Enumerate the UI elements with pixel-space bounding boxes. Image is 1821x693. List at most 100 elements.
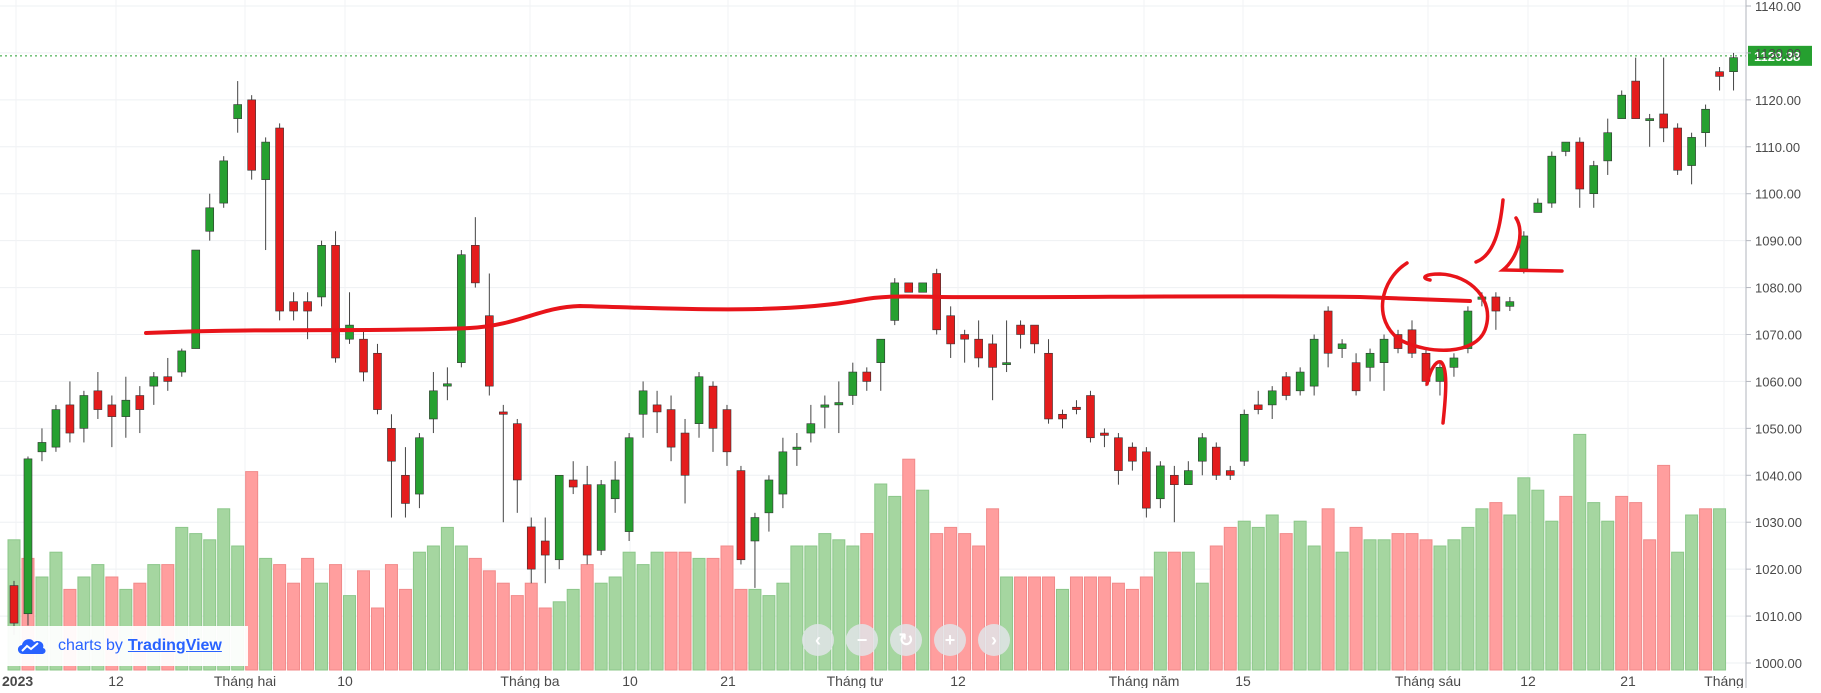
candle-body	[1687, 137, 1696, 166]
candle-body	[708, 385, 718, 429]
volume-bar	[1587, 502, 1601, 671]
volume-bar	[1139, 576, 1153, 671]
candle-body	[233, 104, 242, 119]
attribution-prefix: charts by	[58, 637, 123, 654]
candle-body	[1729, 57, 1738, 73]
candle-body	[1281, 376, 1291, 396]
volume-bar	[734, 588, 748, 671]
volume-bar	[594, 582, 608, 671]
candle-body	[540, 540, 550, 556]
volume-bar	[1181, 551, 1195, 671]
volume-bar	[1167, 551, 1181, 671]
volume-bar	[1265, 514, 1279, 671]
candle-body	[93, 390, 103, 410]
volume-bar	[496, 582, 510, 671]
candle-body	[415, 437, 424, 495]
candle-body	[191, 249, 201, 349]
candle-body	[722, 409, 732, 453]
candle-body	[37, 442, 47, 453]
candle-body	[317, 245, 326, 298]
price-tick-label: 1030.00	[1755, 515, 1802, 530]
tradingview-attribution[interactable]: charts by TradingView	[0, 626, 248, 666]
volume-bar	[273, 564, 287, 671]
volume-bar	[1629, 502, 1643, 671]
volume-bar	[287, 582, 301, 671]
volume-bar	[301, 557, 315, 671]
time-tick-label: 12	[108, 673, 124, 688]
volume-bar	[1125, 588, 1139, 671]
reset-button[interactable]: ↻	[890, 624, 922, 656]
price-tick-label: 1070.00	[1755, 328, 1802, 343]
volume-bar	[790, 545, 804, 671]
volume-bar	[1293, 520, 1307, 671]
candle-body	[680, 432, 690, 476]
volume-bar	[440, 526, 454, 671]
volume-bar	[510, 595, 524, 671]
candle-body	[764, 479, 774, 514]
candle-body	[1407, 329, 1417, 354]
volume-bar	[1559, 495, 1573, 671]
volume-bar	[1349, 526, 1363, 671]
volume-bar	[370, 607, 384, 671]
volume-bar	[1363, 539, 1377, 671]
candle-body	[848, 371, 858, 396]
price-tick-label: 1080.00	[1755, 281, 1802, 296]
time-tick-label: Tháng	[1704, 673, 1744, 688]
candle-body	[149, 376, 159, 387]
candle-body	[275, 127, 284, 312]
candle-body	[1086, 395, 1095, 439]
arrow-drawing	[1425, 360, 1448, 425]
price-tick-label: 1090.00	[1755, 234, 1802, 249]
candle-body	[750, 517, 760, 542]
volume-bar	[762, 595, 776, 671]
volume-bar	[748, 588, 762, 671]
zoom-out-button[interactable]: −	[846, 624, 878, 656]
zoom-in-button[interactable]: +	[934, 624, 966, 656]
candle-body	[1589, 165, 1599, 195]
scroll-right-button[interactable]: ›	[978, 624, 1010, 656]
volume-bar	[426, 545, 440, 671]
candle-body	[1575, 141, 1585, 190]
candle-body	[177, 350, 187, 373]
drawn-annotations	[144, 198, 1564, 425]
candle-body	[1715, 71, 1724, 77]
circle-drawing	[1380, 261, 1490, 352]
volume-bar	[343, 595, 357, 671]
cloud-logo-icon	[17, 639, 46, 654]
volume-bar	[398, 588, 412, 671]
candle-body	[624, 437, 634, 532]
candle-body	[1184, 470, 1193, 485]
candle-body	[932, 273, 941, 331]
candle-body	[1072, 406, 1081, 410]
candle-body	[23, 458, 33, 615]
price-tick-label: 1010.00	[1755, 609, 1802, 624]
tradingview-link[interactable]: TradingView	[127, 637, 222, 654]
volume-bar	[1713, 508, 1727, 671]
time-tick-label: Tháng sáu	[1395, 673, 1461, 688]
chevron-right-icon: ›	[991, 630, 997, 650]
candles	[9, 52, 1738, 635]
candle-body	[1156, 465, 1165, 500]
volume-bar	[1042, 576, 1056, 671]
volume-bar	[1307, 545, 1321, 671]
candle-body	[1379, 338, 1389, 363]
candle-body	[778, 451, 788, 495]
volume-bar	[454, 545, 468, 671]
candle-body	[1505, 301, 1515, 307]
volume-bar	[1657, 464, 1671, 671]
volume-bar	[1321, 508, 1335, 671]
scroll-left-button[interactable]: ‹	[802, 624, 834, 656]
candle-body	[946, 315, 955, 345]
candle-body	[247, 99, 256, 171]
volume-bar	[1447, 539, 1461, 671]
candle-body	[1603, 132, 1613, 162]
candle-body	[1617, 94, 1626, 119]
volume-bar	[1111, 582, 1125, 671]
candle-body	[1295, 371, 1305, 392]
time-tick-label: 2023	[2, 673, 33, 688]
volume-bar	[1685, 514, 1699, 671]
volume-bar	[608, 576, 622, 671]
volume-bar	[384, 564, 398, 671]
